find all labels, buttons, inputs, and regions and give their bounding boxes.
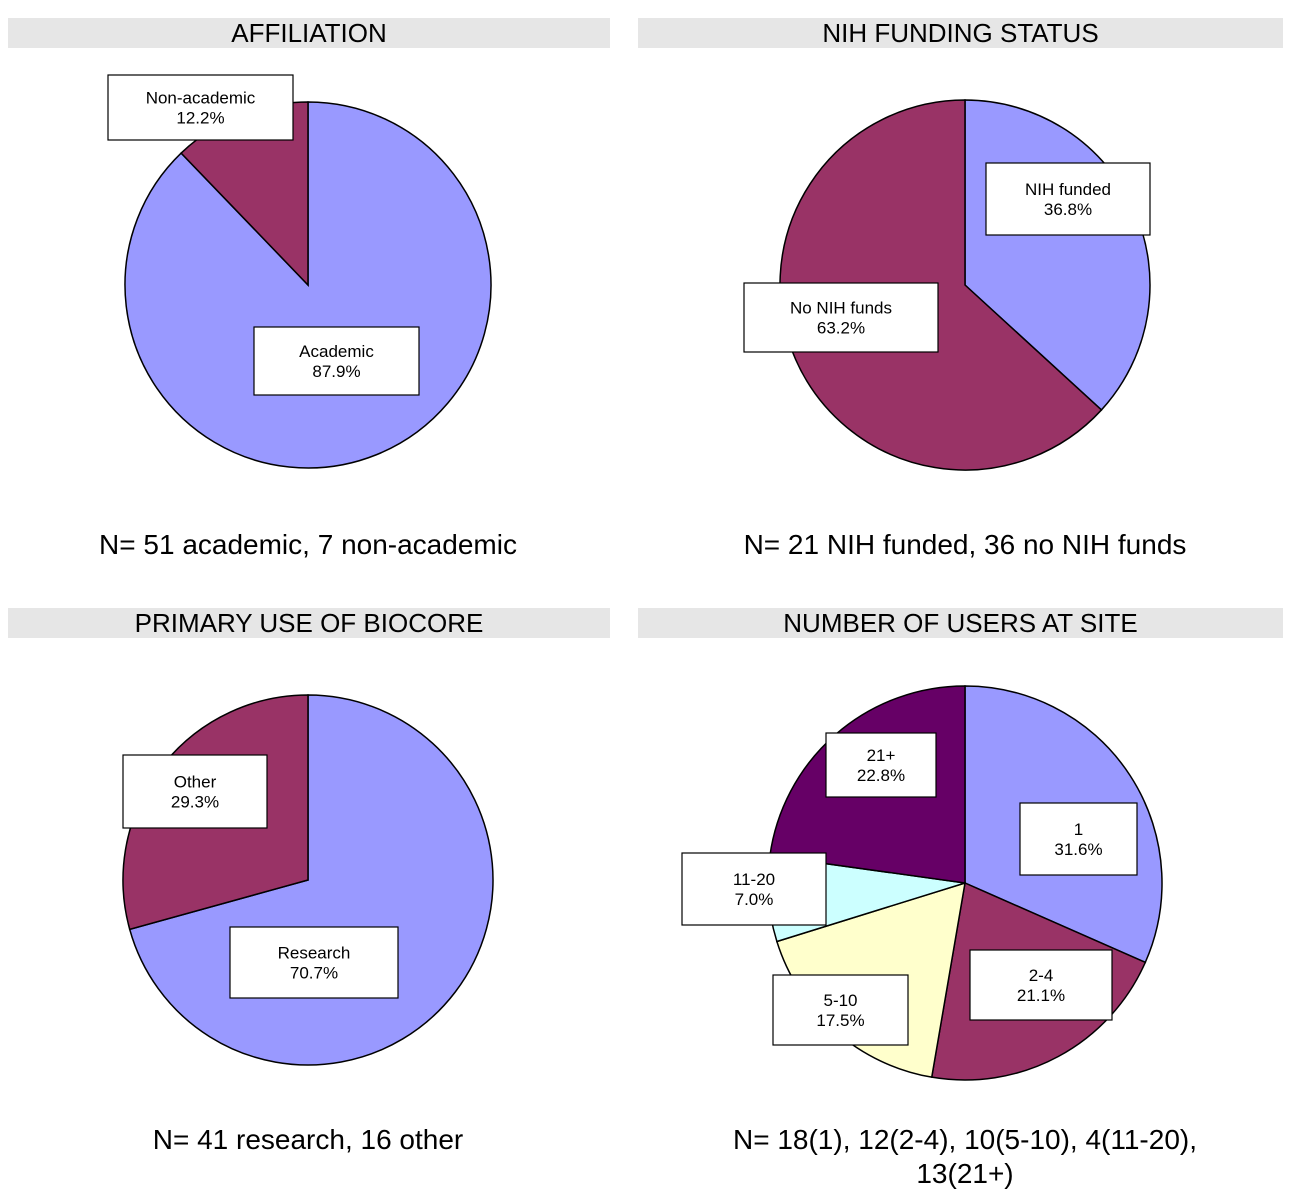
slice-label: No NIH funds: [790, 299, 892, 318]
slice-value-label: 63.2%: [817, 319, 865, 338]
label-box: [1019, 802, 1138, 876]
chart-title: NIH FUNDING STATUS: [638, 18, 1283, 48]
chart-title: AFFILIATION: [8, 18, 610, 48]
slice-label: 2-4: [1029, 966, 1054, 985]
slice-value-label: 70.7%: [290, 964, 338, 983]
slice-value-label: 22.8%: [857, 766, 905, 785]
slice-label: 1: [1074, 820, 1083, 839]
slice-value-label: 7.0%: [735, 890, 774, 909]
label-box: [253, 326, 420, 396]
label-box: [743, 282, 939, 353]
slice-label: 21+: [867, 746, 896, 765]
chart-caption: N= 18(1), 12(2-4), 10(5-10), 4(11-20), 1…: [732, 1124, 1198, 1189]
slice-value-label: 21.1%: [1017, 986, 1065, 1005]
chart-title: NUMBER OF USERS AT SITE: [638, 608, 1283, 638]
slice-label: NIH funded: [1025, 180, 1111, 199]
slice-value-label: 36.8%: [1044, 200, 1092, 219]
chart-caption: N= 21 NIH funded, 36 no NIH funds: [743, 529, 1187, 560]
slice-label: 5-10: [823, 991, 857, 1010]
pie-slice: [779, 99, 1103, 471]
pie-slice: [128, 694, 494, 1066]
slice-label: Non-academic: [146, 89, 256, 108]
slice-value-label: 17.5%: [816, 1011, 864, 1030]
label-box: [229, 926, 399, 999]
chart-title: PRIMARY USE OF BIOCORE: [8, 608, 610, 638]
label-box: [681, 852, 827, 926]
label-box: [969, 949, 1113, 1021]
slice-value-label: 87.9%: [312, 362, 360, 381]
slice-label: 11-20: [733, 870, 775, 889]
slice-label: Other: [174, 773, 217, 792]
chart-caption: N= 41 research, 16 other: [152, 1124, 464, 1155]
slice-label: Research: [278, 944, 351, 963]
chart-caption: N= 51 academic, 7 non-academic: [99, 529, 517, 560]
label-box: [985, 162, 1151, 236]
label-box: [122, 754, 268, 829]
label-box: [825, 732, 937, 798]
slice-value-label: 31.6%: [1054, 840, 1102, 859]
label-box: [107, 74, 294, 141]
slice-value-label: 12.2%: [176, 109, 224, 128]
label-box: [772, 974, 909, 1046]
slice-value-label: 29.3%: [171, 793, 219, 812]
slice-label: Academic: [299, 342, 374, 361]
